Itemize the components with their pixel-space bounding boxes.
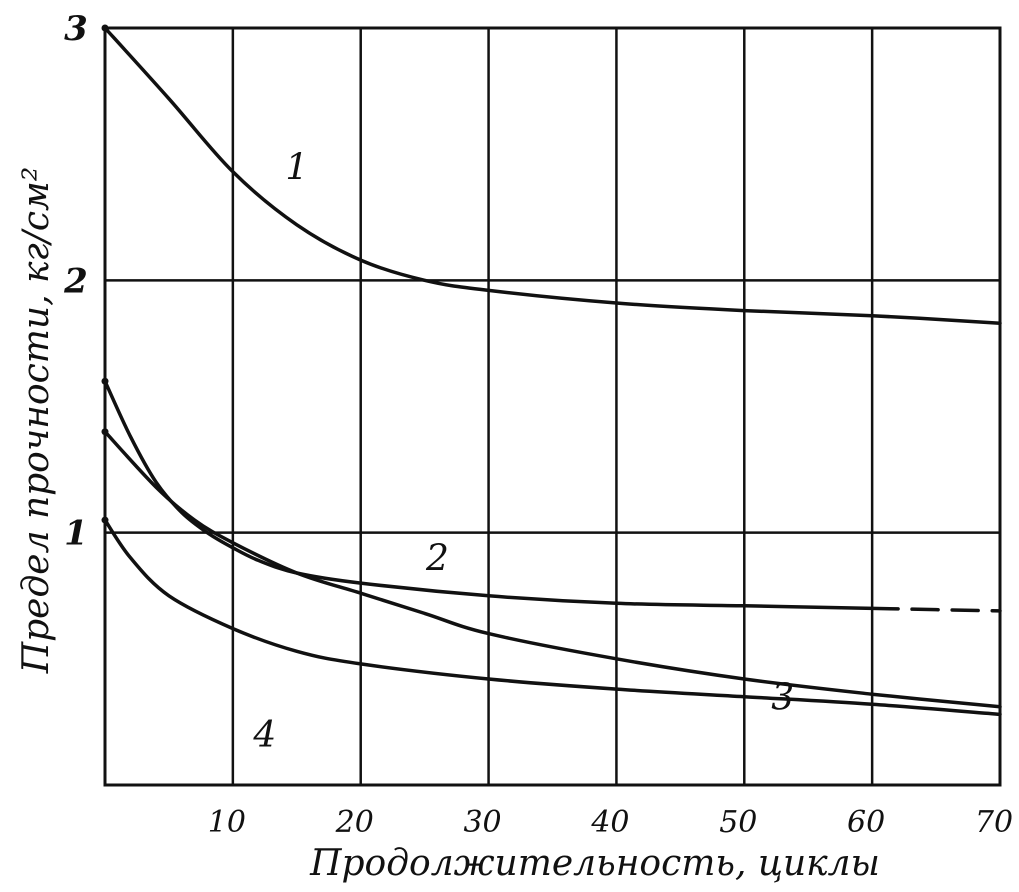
grid-layer <box>105 28 1000 785</box>
x-axis-title: Продолжительность, циклы <box>309 843 880 884</box>
x-tick-label: 20 <box>335 805 374 840</box>
x-tick-label: 50 <box>719 805 757 840</box>
series-1-start-point <box>101 24 109 32</box>
series-4-line <box>103 518 1002 717</box>
series-2-dashed-line <box>870 606 1002 613</box>
x-tick-label: 30 <box>463 805 501 840</box>
x-tick-label: 70 <box>975 805 1013 840</box>
x-tick-label: 60 <box>847 805 885 840</box>
x-tick-label: 40 <box>590 805 629 840</box>
label-layer: 1 2 3 4 <box>252 147 794 756</box>
y-axis-title: Предел прочности, кг/см² <box>16 167 57 675</box>
curve-layer <box>101 24 1002 717</box>
plot-frame <box>103 26 1002 787</box>
y-tick-label: 2 <box>63 261 88 301</box>
tick-layer: 10 20 30 40 50 60 70 1 2 3 <box>63 9 1013 840</box>
series-1-line <box>103 26 1002 325</box>
series-3-label: 3 <box>771 677 794 718</box>
series-2-start-point <box>101 377 109 385</box>
series-1-label: 1 <box>285 147 308 188</box>
y-tick-label: 1 <box>64 514 88 554</box>
series-2-label: 2 <box>425 539 449 580</box>
series-3-line <box>103 429 1002 709</box>
series-4-label: 4 <box>252 715 276 756</box>
series-4-start-point <box>101 516 109 524</box>
y-tick-label: 3 <box>64 9 88 49</box>
series-3-start-point <box>101 428 109 436</box>
x-tick-label: 10 <box>208 805 246 840</box>
